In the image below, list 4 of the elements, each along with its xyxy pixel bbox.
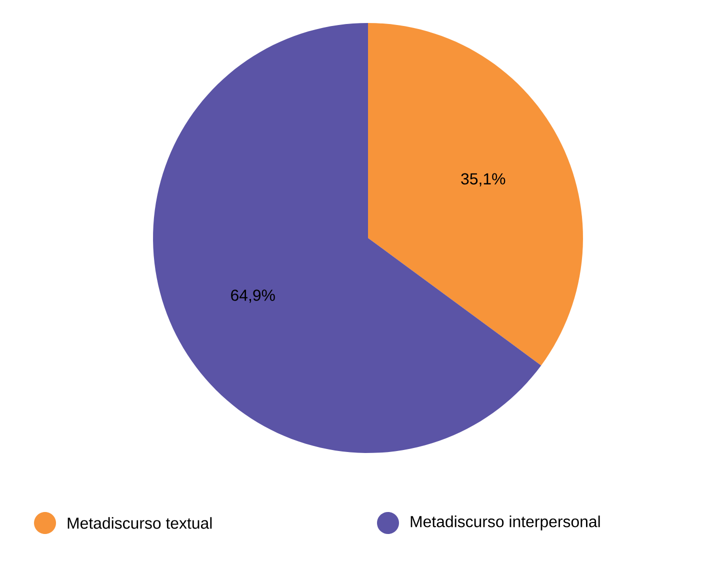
- data-label: 35,1%: [461, 173, 506, 186]
- legend-label: Metadiscurso interpersonal: [410, 516, 600, 530]
- data-label: 64,9%: [231, 290, 275, 303]
- legend-label: Metadiscurso textual: [68, 517, 212, 529]
